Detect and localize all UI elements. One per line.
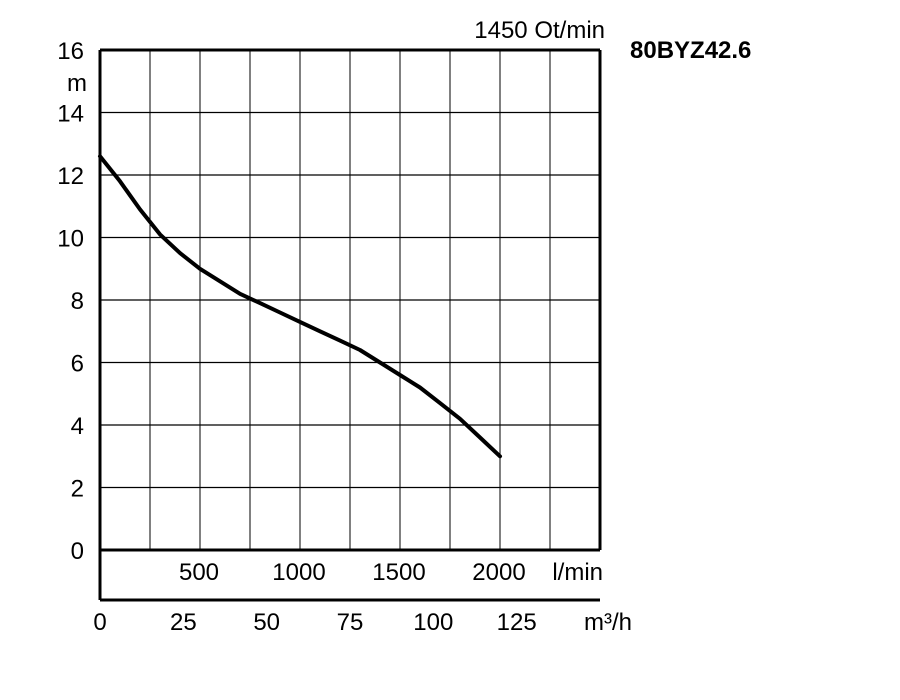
x-tick-label-lmin: 1500	[372, 559, 425, 586]
x-tick-label-m3h: 100	[413, 609, 453, 636]
x-tick-label-m3h: 75	[337, 609, 364, 636]
x-tick-label-lmin: 500	[179, 559, 219, 586]
x-tick-label-lmin: 2000	[472, 559, 525, 586]
x-tick-label-m3h: 25	[170, 609, 197, 636]
x-axis-label-lmin: l/min	[552, 559, 603, 586]
y-tick-label: 12	[57, 163, 84, 190]
y-tick-label: 10	[57, 226, 84, 253]
y-tick-label: 0	[71, 538, 84, 565]
x-tick-label-m3h: 125	[497, 609, 537, 636]
model-label: 80BYZ42.6	[630, 37, 751, 64]
series-line-0	[98, 154, 502, 459]
x-tick-label-lmin: 1000	[272, 559, 325, 586]
series-group	[98, 154, 502, 459]
x-tick-label-m3h: 50	[253, 609, 280, 636]
y-tick-label: 14	[57, 101, 84, 128]
grid-lines	[100, 50, 600, 550]
x-tick-label-m3h: 0	[93, 609, 106, 636]
y-axis-label: m	[67, 70, 87, 97]
y-tick-label: 2	[71, 476, 84, 503]
y-tick-label: 4	[71, 413, 84, 440]
labels-group: 0 2 4 6 8 10 12 14 16 m 500 1000 1500 2000 l/min 0 25 50 7…	[57, 17, 751, 636]
speed-label: 1450 Ot/min	[474, 17, 605, 44]
y-tick-label: 16	[57, 38, 84, 65]
x-axis-label-m3h: m³/h	[584, 609, 632, 636]
y-tick-label: 8	[71, 288, 84, 315]
plot-frame	[98, 48, 602, 602]
y-tick-label: 6	[71, 351, 84, 378]
